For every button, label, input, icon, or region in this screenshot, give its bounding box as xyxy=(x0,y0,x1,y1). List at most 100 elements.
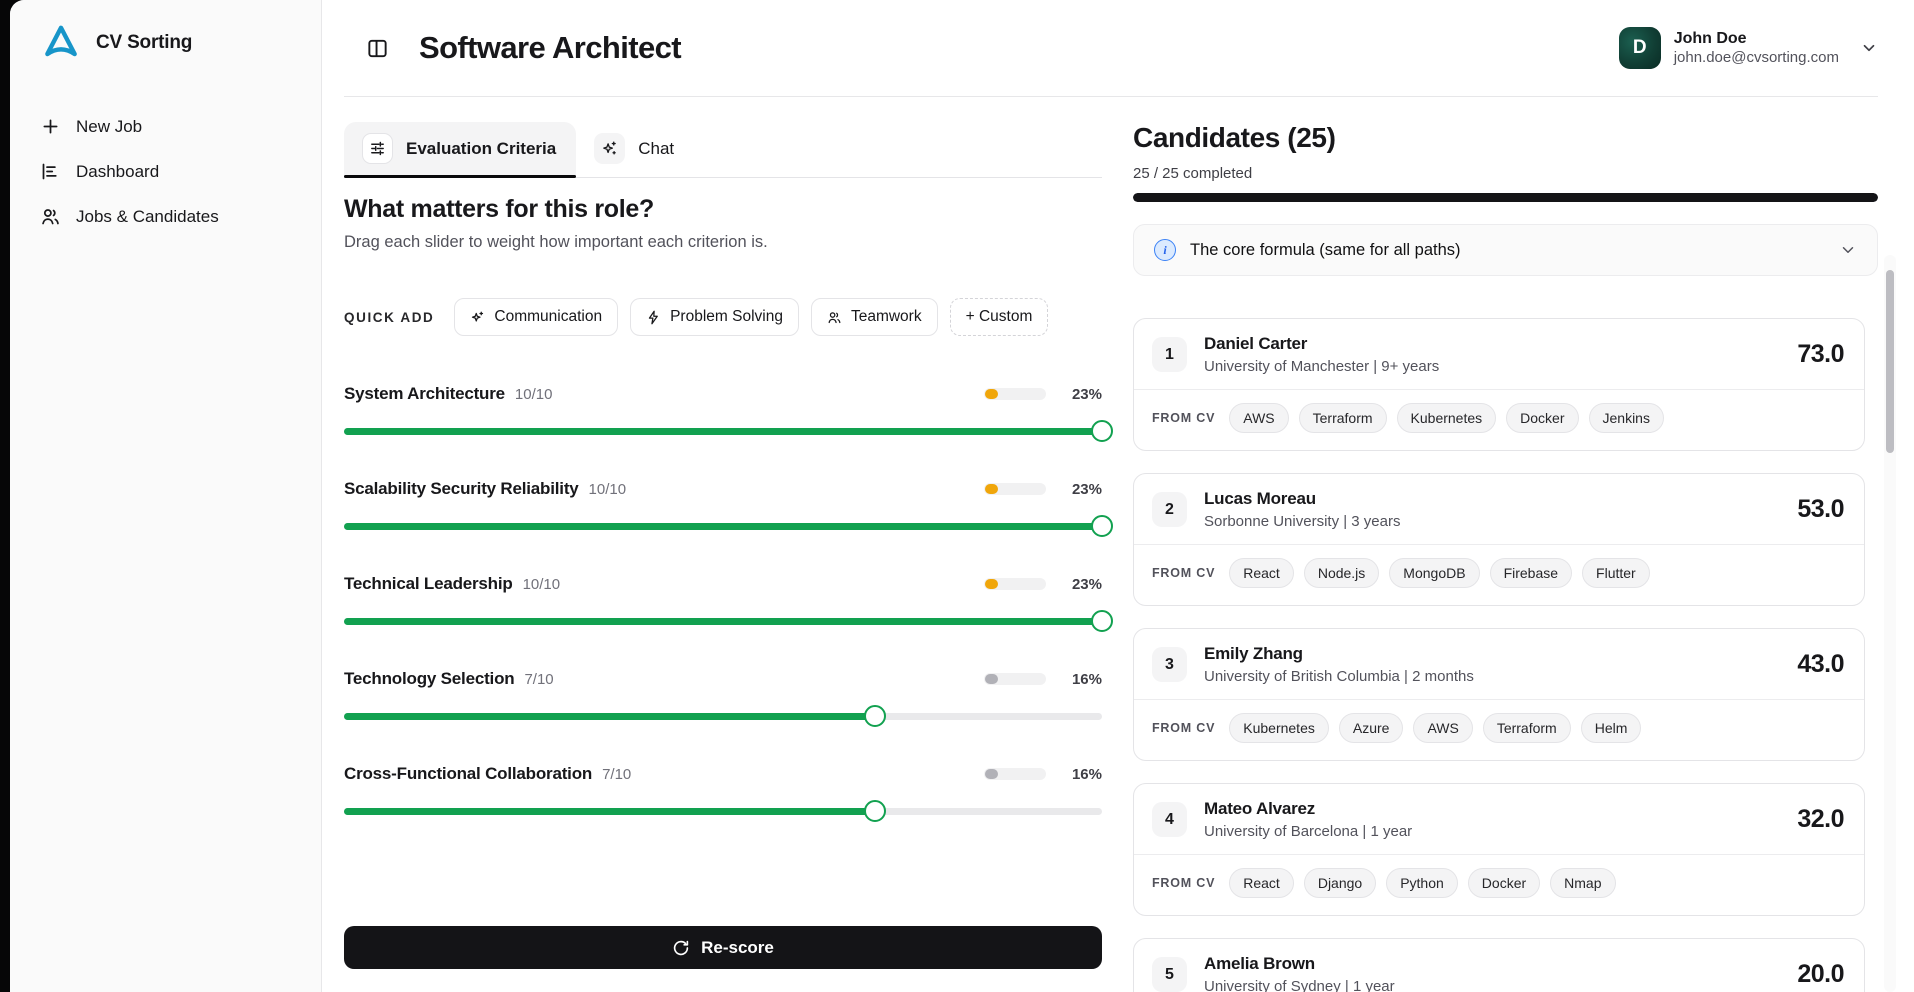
sliders-icon xyxy=(362,133,393,164)
criterion-slider-row: Scalability Security Reliability 10/10 2… xyxy=(344,479,1113,537)
brand-name: CV Sorting xyxy=(96,32,193,53)
sidebar: CV Sorting New Job Dashboard Jobs & Cand… xyxy=(10,0,322,992)
users-icon xyxy=(827,310,842,325)
rescore-button[interactable]: Re-score xyxy=(344,926,1102,969)
from-cv-label: FROM CV xyxy=(1152,566,1216,580)
slider-handle[interactable] xyxy=(1091,420,1113,442)
quick-add-communication-button[interactable]: Communication xyxy=(454,298,619,336)
sidebar-item-dashboard[interactable]: Dashboard xyxy=(10,149,321,194)
scrollbar-thumb[interactable] xyxy=(1886,270,1894,453)
candidate-score: 53.0 xyxy=(1797,495,1844,523)
from-cv-label: FROM CV xyxy=(1152,721,1216,735)
slider-handle[interactable] xyxy=(1091,515,1113,537)
quick-add-button-label: Communication xyxy=(494,308,603,325)
criterion-slider[interactable] xyxy=(344,705,1102,727)
brand: CV Sorting xyxy=(10,0,321,74)
criterion-slider[interactable] xyxy=(344,420,1113,442)
skill-pill: Docker xyxy=(1506,403,1579,433)
weight-percent: 23% xyxy=(1071,575,1102,593)
quick-add-teamwork-button[interactable]: Teamwork xyxy=(810,298,938,336)
sidebar-item-jobs-candidates[interactable]: Jobs & Candidates xyxy=(10,194,321,239)
criterion-slider[interactable] xyxy=(344,800,1102,822)
candidate-rank: 5 xyxy=(1152,957,1187,992)
user-name: John Doe xyxy=(1673,29,1747,47)
candidate-card[interactable]: 3 Emily Zhang University of British Colu… xyxy=(1133,628,1865,761)
main-area: Software Architect D John Doe john.doe@c… xyxy=(322,0,1914,992)
tab-bar: Evaluation Criteria Chat xyxy=(344,122,1102,178)
formula-banner[interactable]: i The core formula (same for all paths) xyxy=(1133,224,1878,276)
criterion-score: 10/10 xyxy=(588,480,627,498)
candidate-meta: Sorbonne University | 3 years xyxy=(1204,513,1401,530)
candidate-rank: 3 xyxy=(1152,647,1187,682)
quick-add-row: QUICK ADD Communication Problem Solving xyxy=(344,298,1102,336)
candidate-name: Daniel Carter xyxy=(1204,334,1308,353)
weight-mini-bar xyxy=(984,768,1046,780)
weight-mini-bar xyxy=(984,388,1046,400)
spacer xyxy=(344,859,1102,926)
criterion-name: Scalability Security Reliability xyxy=(344,479,579,498)
slider-handle[interactable] xyxy=(863,800,886,822)
criteria-heading: What matters for this role? xyxy=(344,195,654,223)
candidate-card[interactable]: 2 Lucas Moreau Sorbonne University | 3 y… xyxy=(1133,473,1865,606)
scrollbar-track[interactable] xyxy=(1884,255,1896,992)
criterion-score: 7/10 xyxy=(602,765,632,783)
brand-logo-icon xyxy=(40,22,82,64)
sidebar-item-new-job[interactable]: New Job xyxy=(10,104,321,149)
candidate-skills-row: FROM CV Kubernetes Azure AWS Terraform Helm xyxy=(1134,699,1864,760)
sparkles-icon xyxy=(594,133,626,164)
candidate-meta: University of British Columbia | 2 month… xyxy=(1204,668,1474,685)
slider-handle[interactable] xyxy=(1091,610,1113,632)
skill-pill: Helm xyxy=(1580,713,1642,743)
slider-track-fill xyxy=(344,618,1102,625)
content: Evaluation Criteria Chat What matters fo… xyxy=(322,97,1914,992)
weight-dot xyxy=(985,579,998,589)
refresh-icon xyxy=(672,939,690,957)
dashboard-icon xyxy=(40,161,61,182)
quick-add-label: QUICK ADD xyxy=(344,309,435,325)
candidate-skills-row: FROM CV React Django Python Docker Nmap xyxy=(1134,854,1864,915)
tab-chat[interactable]: Chat xyxy=(576,122,694,177)
candidate-score: 20.0 xyxy=(1797,960,1844,988)
user-email: john.doe@cvsorting.com xyxy=(1673,48,1839,66)
candidate-card[interactable]: 4 Mateo Alvarez University of Barcelona … xyxy=(1133,783,1865,916)
skill-pill: Kubernetes xyxy=(1396,403,1497,433)
criterion-name: Technology Selection xyxy=(344,669,515,688)
sidebar-toggle-icon[interactable] xyxy=(360,31,395,66)
candidate-rank: 2 xyxy=(1152,492,1187,527)
candidates-progress-fill xyxy=(1133,193,1878,202)
quick-add-custom-button[interactable]: + Custom xyxy=(949,298,1049,336)
slider-handle[interactable] xyxy=(863,705,886,727)
weight-percent: 23% xyxy=(1071,385,1102,403)
zap-icon xyxy=(646,310,661,325)
skill-pill: MongoDB xyxy=(1389,558,1480,588)
criterion-name: Cross-Functional Collaboration xyxy=(344,764,593,783)
candidate-name: Emily Zhang xyxy=(1204,644,1303,663)
user-menu[interactable]: D John Doe john.doe@cvsorting.com xyxy=(1618,27,1878,69)
criterion-slider[interactable] xyxy=(344,610,1113,632)
tab-evaluation-criteria[interactable]: Evaluation Criteria xyxy=(344,122,577,178)
candidate-score: 73.0 xyxy=(1797,340,1844,368)
plus-icon xyxy=(40,116,61,137)
criterion-score: 10/10 xyxy=(514,385,553,403)
skill-pill: Terraform xyxy=(1482,713,1571,743)
candidate-meta: University of Manchester | 9+ years xyxy=(1204,358,1440,375)
avatar: D xyxy=(1618,27,1661,69)
criteria-subheading: Drag each slider to weight how important… xyxy=(344,233,768,251)
quick-add-button-label: Teamwork xyxy=(850,308,922,325)
chevron-down-icon xyxy=(1839,241,1857,259)
sidebar-item-label: Jobs & Candidates xyxy=(76,206,219,226)
candidate-meta: University of Sydney | 1 year xyxy=(1204,978,1395,992)
candidate-rank: 1 xyxy=(1152,337,1187,372)
candidate-card[interactable]: 5 Amelia Brown University of Sydney | 1 … xyxy=(1133,938,1865,992)
skill-pill: Node.js xyxy=(1303,558,1380,588)
candidate-card[interactable]: 1 Daniel Carter University of Manchester… xyxy=(1133,318,1865,451)
skill-pill: Nmap xyxy=(1550,868,1616,898)
quick-add-problem-solving-button[interactable]: Problem Solving xyxy=(630,298,799,336)
tab-label: Chat xyxy=(638,138,675,158)
sparkle-icon xyxy=(470,310,485,325)
criterion-slider[interactable] xyxy=(344,515,1113,537)
criteria-panel: Evaluation Criteria Chat What matters fo… xyxy=(344,97,1113,992)
criteria-slider-list: System Architecture 10/10 23% Scalabilit… xyxy=(344,384,1113,859)
app-window: CV Sorting New Job Dashboard Jobs & Cand… xyxy=(10,0,1914,992)
formula-label: The core formula (same for all paths) xyxy=(1190,240,1461,259)
